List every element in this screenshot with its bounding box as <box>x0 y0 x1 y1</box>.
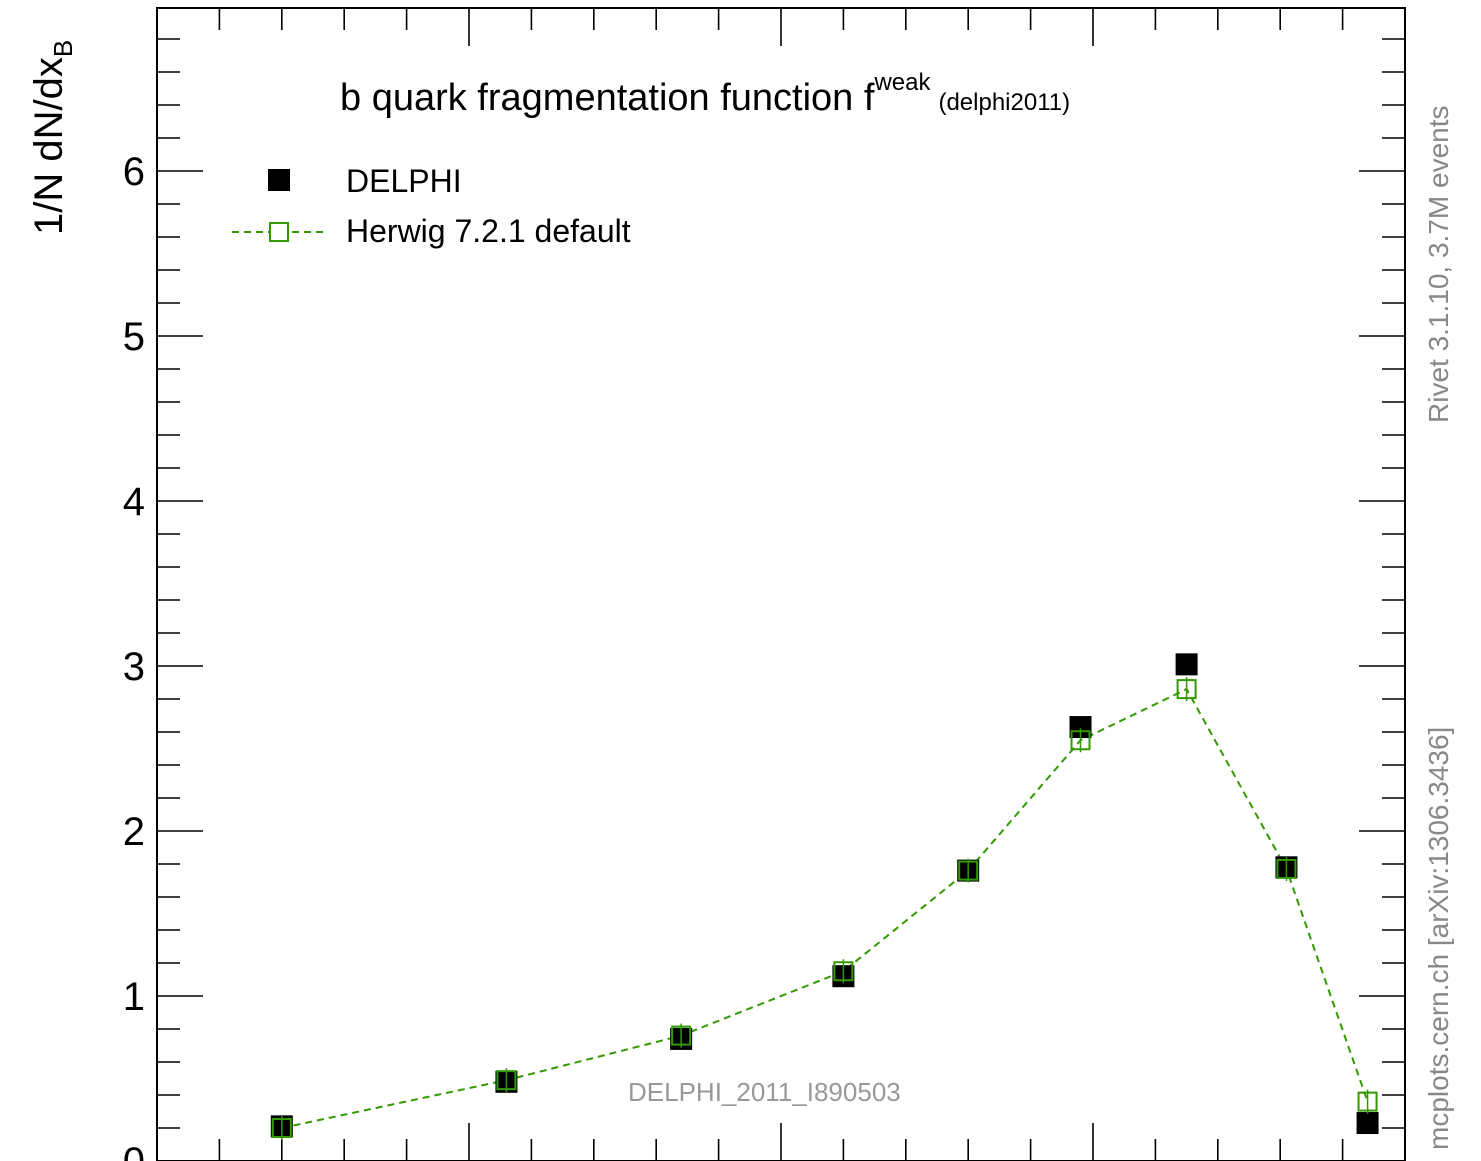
chart-title-suffix: (delphi2011) <box>938 89 1070 116</box>
chart-title: b quark fragmentation function fweak(del… <box>340 69 1070 119</box>
y-axis-label: 1/N dN/dxB <box>27 40 78 235</box>
y-tick-label: 6 <box>123 150 145 194</box>
delphi-point <box>1356 1112 1379 1135</box>
legend-marker-herwig <box>269 222 289 242</box>
y-tick-label: 0 <box>123 1140 145 1161</box>
y-tick-label: 2 <box>123 810 145 854</box>
side-label-rivet: Rivet 3.1.10, 3.7M events <box>1423 105 1454 423</box>
plot-frame <box>156 7 1406 1161</box>
y-tick-label: 4 <box>123 480 145 524</box>
legend-label-delphi: DELPHI <box>346 163 462 199</box>
delphi-point <box>1175 653 1198 676</box>
y-tick-label: 5 <box>123 315 145 359</box>
side-label-mcplots: mcplots.cern.ch [arXiv:1306.3436] <box>1423 727 1454 1150</box>
herwig-line <box>281 687 1369 1129</box>
y-axis-label-subscript: B <box>48 40 78 57</box>
analysis-id: DELPHI_2011_I890503 <box>628 1077 901 1107</box>
y-tick-label: 3 <box>123 645 145 689</box>
y-tick-label: 1 <box>123 975 145 1019</box>
delphi-point <box>1069 716 1092 739</box>
legend-marker-delphi <box>268 169 290 191</box>
series-points <box>270 653 1379 1140</box>
chart-title-superscript: weak <box>873 69 931 96</box>
axis-ticks <box>156 8 1406 1161</box>
legend: DELPHI Herwig 7.2.1 default <box>232 163 631 249</box>
series-lines <box>281 687 1369 1129</box>
legend-label-herwig: Herwig 7.2.1 default <box>346 213 631 249</box>
y-tick-labels: 0 1 2 3 4 5 6 <box>123 150 145 1161</box>
